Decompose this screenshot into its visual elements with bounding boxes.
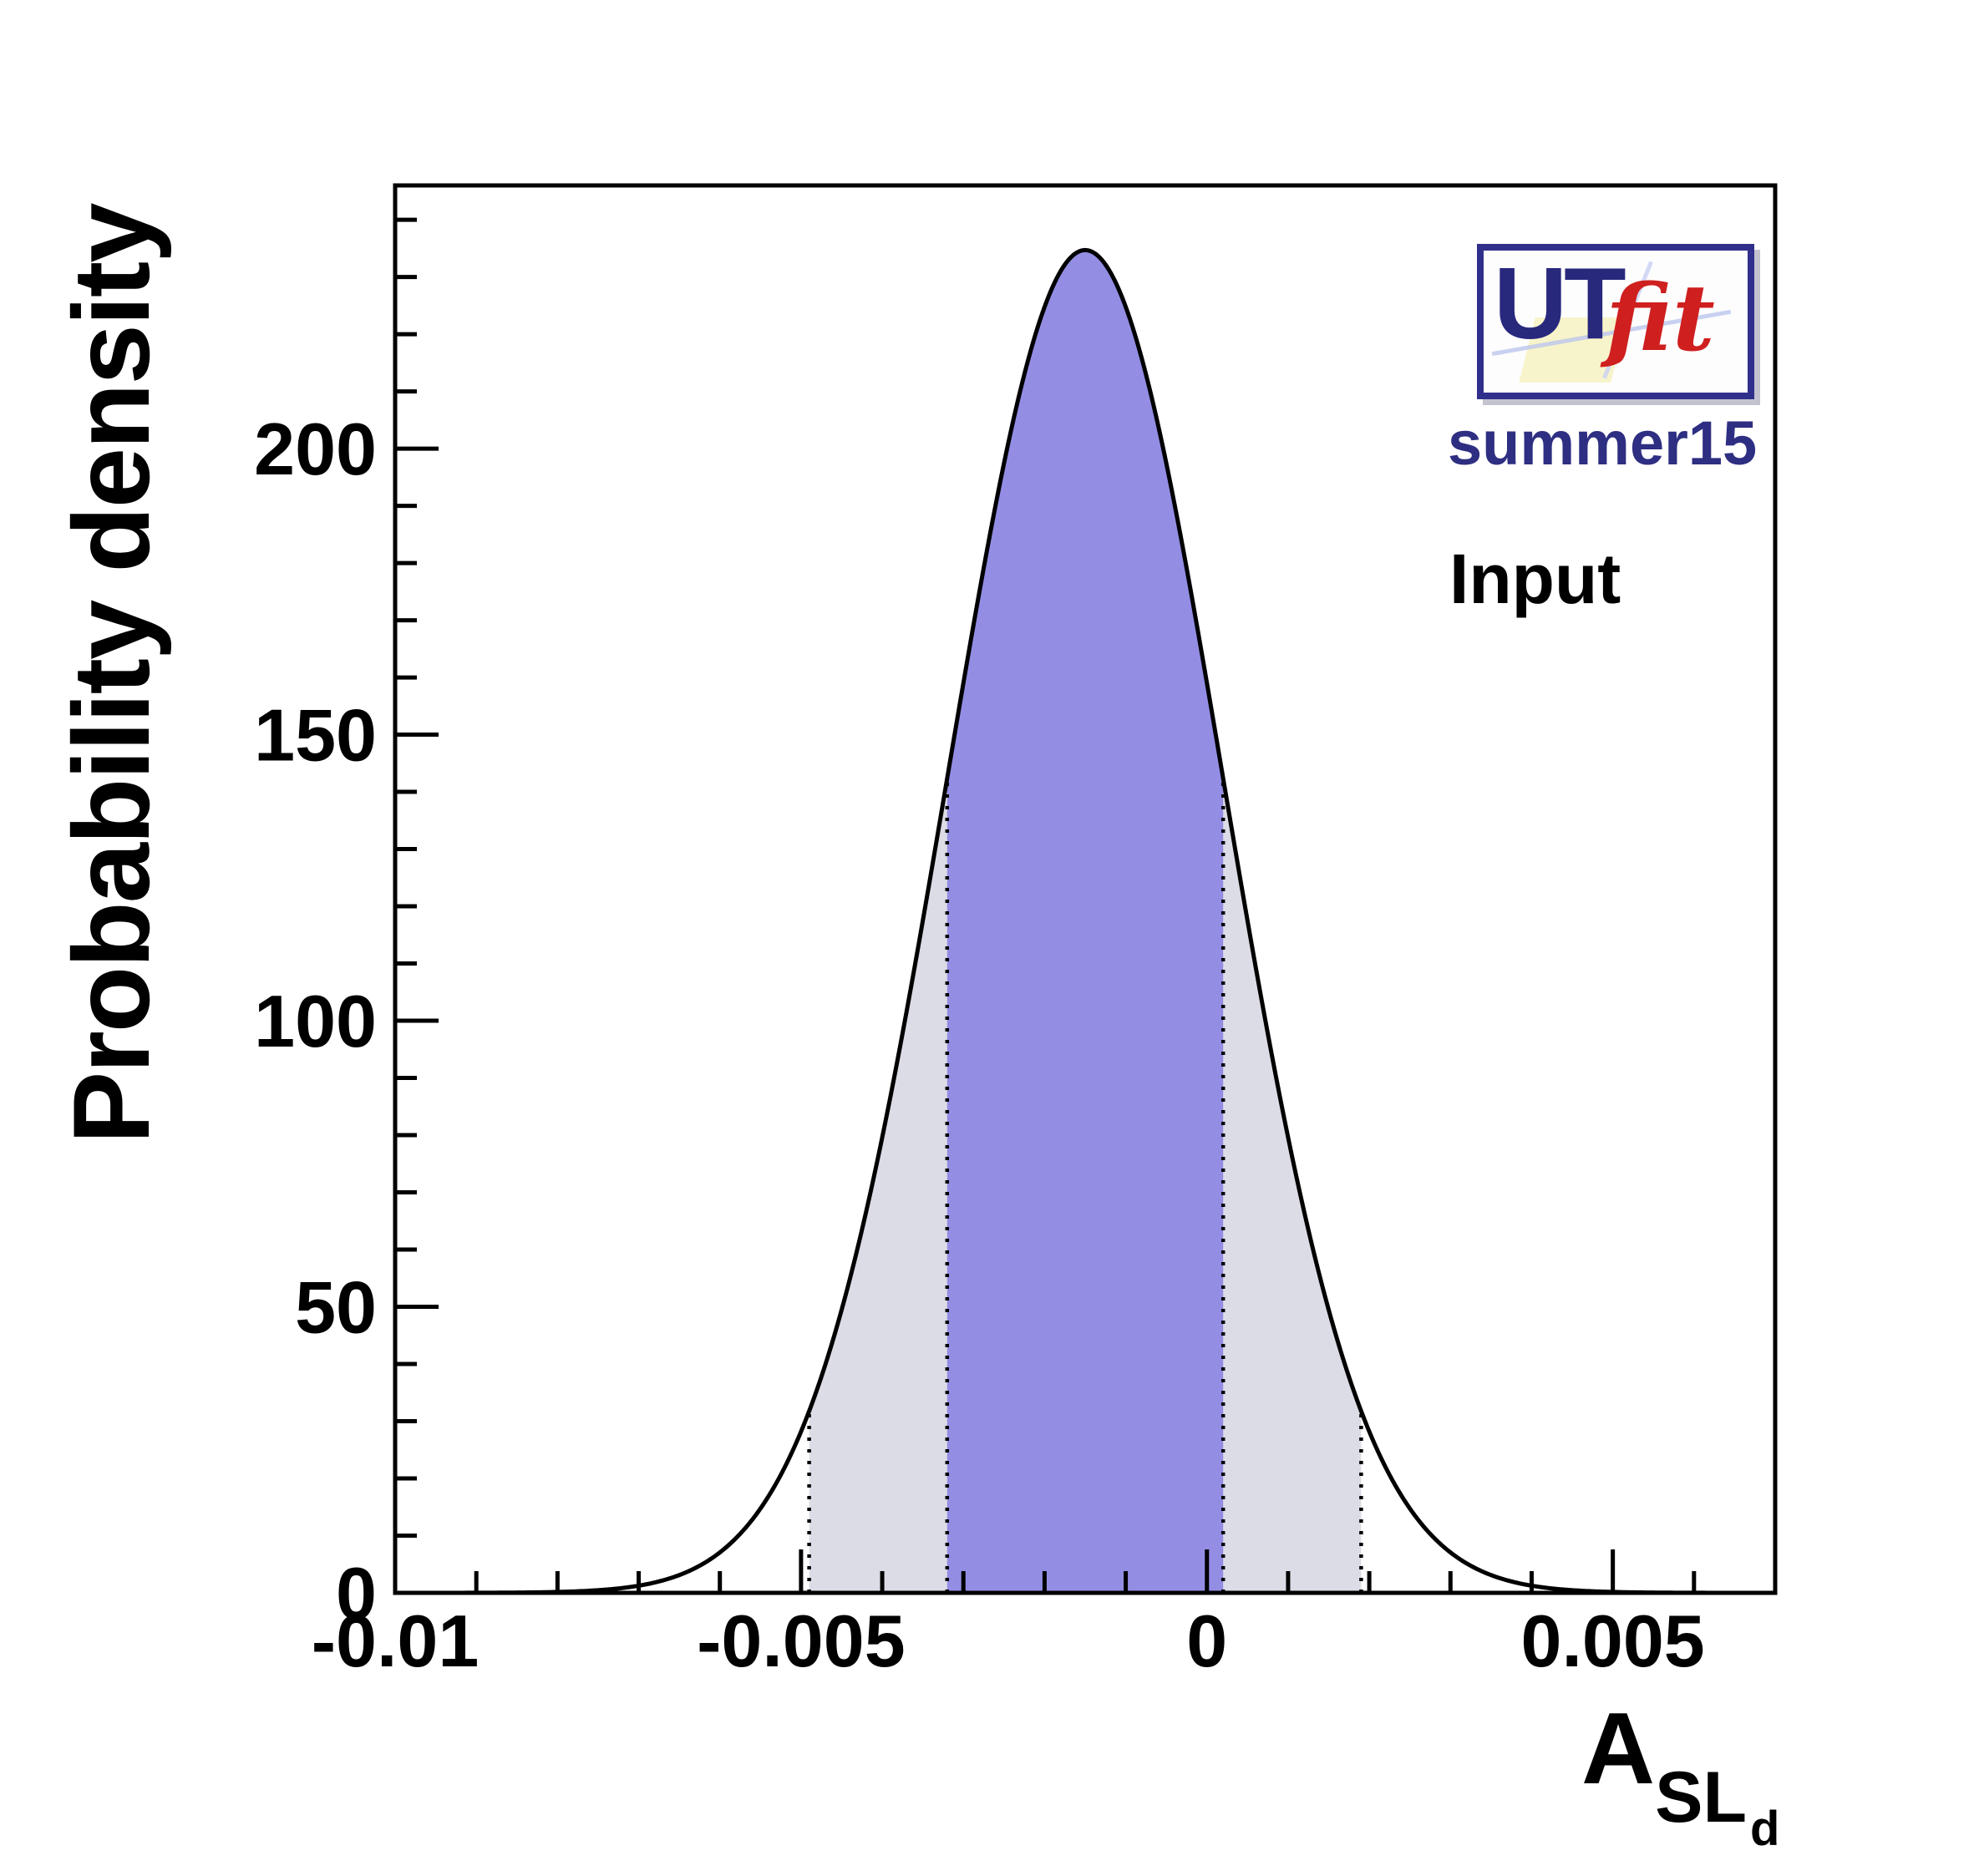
y-tick-label: 50 <box>295 1266 377 1349</box>
utfit-logo-text-fit: fit <box>1606 264 1715 372</box>
x-axis-title-subsub: d <box>1750 1802 1780 1856</box>
input-annotation: Input <box>1449 540 1621 618</box>
utfit-logo: UT fit <box>1477 244 1754 399</box>
ci68-region <box>946 250 1224 1593</box>
x-tick-label: 0 <box>1186 1600 1227 1682</box>
y-tick-label: 0 <box>336 1552 377 1635</box>
x-tick-label: 0.005 <box>1521 1600 1705 1682</box>
x-axis-title-sub: SL <box>1655 1757 1748 1838</box>
y-axis-title: Probability density <box>50 204 172 1144</box>
y-tick-label: 100 <box>254 980 377 1062</box>
utfit-logo-text-ut: UT <box>1494 246 1626 360</box>
y-tick-label: 150 <box>254 694 377 777</box>
x-tick-label: -0.01 <box>312 1600 480 1682</box>
x-axis-title-base: A <box>1581 1691 1656 1805</box>
plot-frame <box>393 183 1778 1595</box>
x-axis-title: ASLd <box>1581 1691 1779 1853</box>
y-tick-label: 200 <box>254 408 377 490</box>
x-tick-label: -0.005 <box>697 1600 906 1682</box>
pdf-curve <box>394 247 1776 1595</box>
edition-label: summer15 <box>1448 408 1758 478</box>
